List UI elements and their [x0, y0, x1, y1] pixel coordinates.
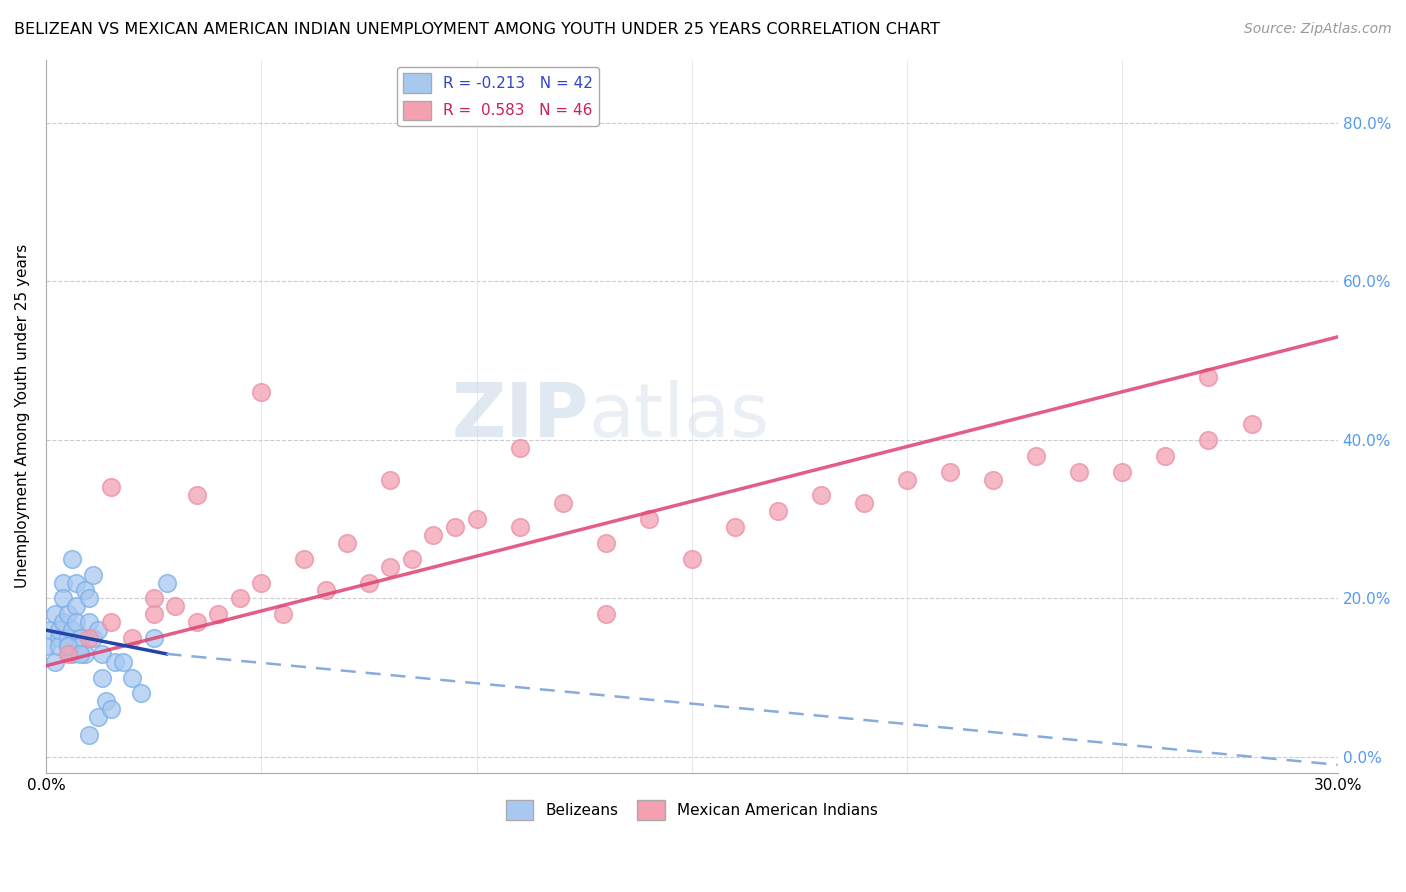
- Point: [112, 655, 135, 669]
- Point: [44, 607, 66, 622]
- Point: [142, 591, 165, 606]
- Point: [100, 481, 122, 495]
- Legend: Belizeans, Mexican American Indians: Belizeans, Mexican American Indians: [501, 794, 884, 826]
- Point: [56, 631, 79, 645]
- Point: [1154, 449, 1177, 463]
- Point: [681, 551, 703, 566]
- Point: [1240, 417, 1263, 431]
- Point: [637, 512, 659, 526]
- Point: [48, 623, 70, 637]
- Point: [1198, 433, 1220, 447]
- Point: [444, 520, 467, 534]
- Point: [60, 551, 83, 566]
- Point: [56, 647, 79, 661]
- Point: [380, 473, 402, 487]
- Point: [422, 528, 444, 542]
- Point: [129, 686, 152, 700]
- Point: [186, 488, 208, 502]
- Point: [77, 728, 100, 742]
- Point: [207, 607, 229, 622]
- Point: [86, 623, 108, 637]
- Point: [595, 536, 617, 550]
- Point: [69, 647, 91, 661]
- Point: [100, 615, 122, 630]
- Point: [380, 559, 402, 574]
- Point: [60, 623, 83, 637]
- Point: [465, 512, 488, 526]
- Point: [509, 441, 531, 455]
- Point: [39, 623, 62, 637]
- Point: [65, 615, 87, 630]
- Point: [336, 536, 359, 550]
- Point: [551, 496, 574, 510]
- Point: [48, 639, 70, 653]
- Point: [896, 473, 918, 487]
- Point: [73, 583, 96, 598]
- Point: [48, 631, 70, 645]
- Point: [142, 631, 165, 645]
- Y-axis label: Unemployment Among Youth under 25 years: Unemployment Among Youth under 25 years: [15, 244, 30, 589]
- Point: [595, 607, 617, 622]
- Point: [65, 575, 87, 590]
- Point: [44, 655, 66, 669]
- Point: [104, 655, 127, 669]
- Point: [724, 520, 747, 534]
- Point: [165, 599, 187, 614]
- Point: [509, 520, 531, 534]
- Point: [142, 607, 165, 622]
- Point: [91, 647, 114, 661]
- Point: [52, 591, 75, 606]
- Text: BELIZEAN VS MEXICAN AMERICAN INDIAN UNEMPLOYMENT AMONG YOUTH UNDER 25 YEARS CORR: BELIZEAN VS MEXICAN AMERICAN INDIAN UNEM…: [14, 22, 941, 37]
- Point: [56, 639, 79, 653]
- Point: [292, 551, 315, 566]
- Point: [100, 702, 122, 716]
- Point: [56, 607, 79, 622]
- Point: [77, 631, 100, 645]
- Point: [1069, 465, 1091, 479]
- Point: [1025, 449, 1047, 463]
- Point: [82, 567, 104, 582]
- Point: [77, 615, 100, 630]
- Point: [121, 671, 143, 685]
- Point: [401, 551, 423, 566]
- Text: atlas: atlas: [589, 380, 769, 452]
- Point: [52, 575, 75, 590]
- Point: [250, 385, 273, 400]
- Text: ZIP: ZIP: [451, 380, 589, 452]
- Point: [60, 647, 83, 661]
- Point: [35, 639, 58, 653]
- Point: [56, 639, 79, 653]
- Point: [357, 575, 380, 590]
- Point: [766, 504, 789, 518]
- Point: [86, 710, 108, 724]
- Point: [981, 473, 1004, 487]
- Point: [77, 591, 100, 606]
- Point: [228, 591, 250, 606]
- Point: [82, 631, 104, 645]
- Point: [250, 575, 273, 590]
- Point: [853, 496, 876, 510]
- Point: [810, 488, 832, 502]
- Point: [96, 694, 118, 708]
- Point: [315, 583, 337, 598]
- Point: [939, 465, 962, 479]
- Point: [69, 639, 91, 653]
- Point: [69, 631, 91, 645]
- Point: [52, 615, 75, 630]
- Text: Source: ZipAtlas.com: Source: ZipAtlas.com: [1244, 22, 1392, 37]
- Point: [65, 599, 87, 614]
- Point: [73, 647, 96, 661]
- Point: [121, 631, 143, 645]
- Point: [186, 615, 208, 630]
- Point: [91, 671, 114, 685]
- Point: [1111, 465, 1133, 479]
- Point: [155, 575, 177, 590]
- Point: [1198, 369, 1220, 384]
- Point: [271, 607, 294, 622]
